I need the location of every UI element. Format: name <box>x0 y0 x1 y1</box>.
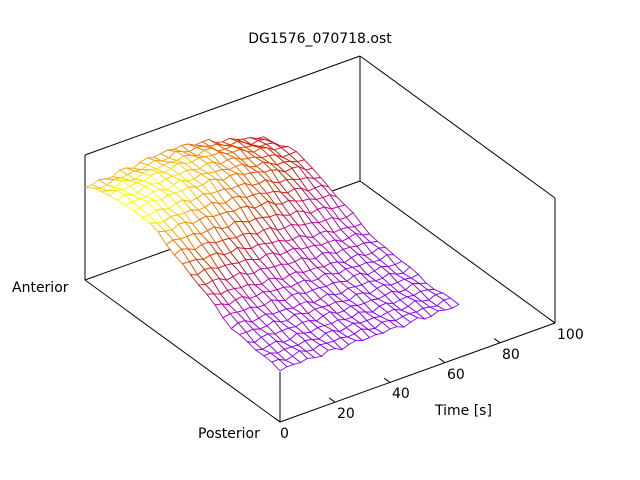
x-tick-mark <box>273 417 281 423</box>
x-tick-label: 80 <box>502 346 520 363</box>
x-axis-label: Time [s] <box>435 403 492 419</box>
surface-cell <box>271 358 288 372</box>
box-edge <box>359 180 556 324</box>
x-tick-mark <box>383 377 391 383</box>
x-axis-line <box>279 322 556 423</box>
chart-title: DG1576_070718.ost <box>248 31 392 47</box>
box-edge <box>84 279 281 423</box>
y-axis-label-posterior: Posterior <box>198 426 260 442</box>
x-tick-mark <box>438 357 446 364</box>
y-axis-label-anterior: Anterior <box>12 280 69 296</box>
x-tick-mark <box>328 397 336 403</box>
surface-mesh <box>84 136 460 372</box>
x-tick-mark <box>493 338 501 344</box>
x-tick-mark <box>548 318 556 324</box>
x-tick-label: 40 <box>392 386 410 403</box>
x-tick-label: 100 <box>557 327 584 343</box>
box-edge <box>84 55 361 156</box>
x-tick-label: 0 <box>280 426 289 442</box>
box-edge <box>359 55 556 199</box>
x-tick-label: 20 <box>337 406 355 423</box>
x-tick-label: 60 <box>447 366 465 383</box>
